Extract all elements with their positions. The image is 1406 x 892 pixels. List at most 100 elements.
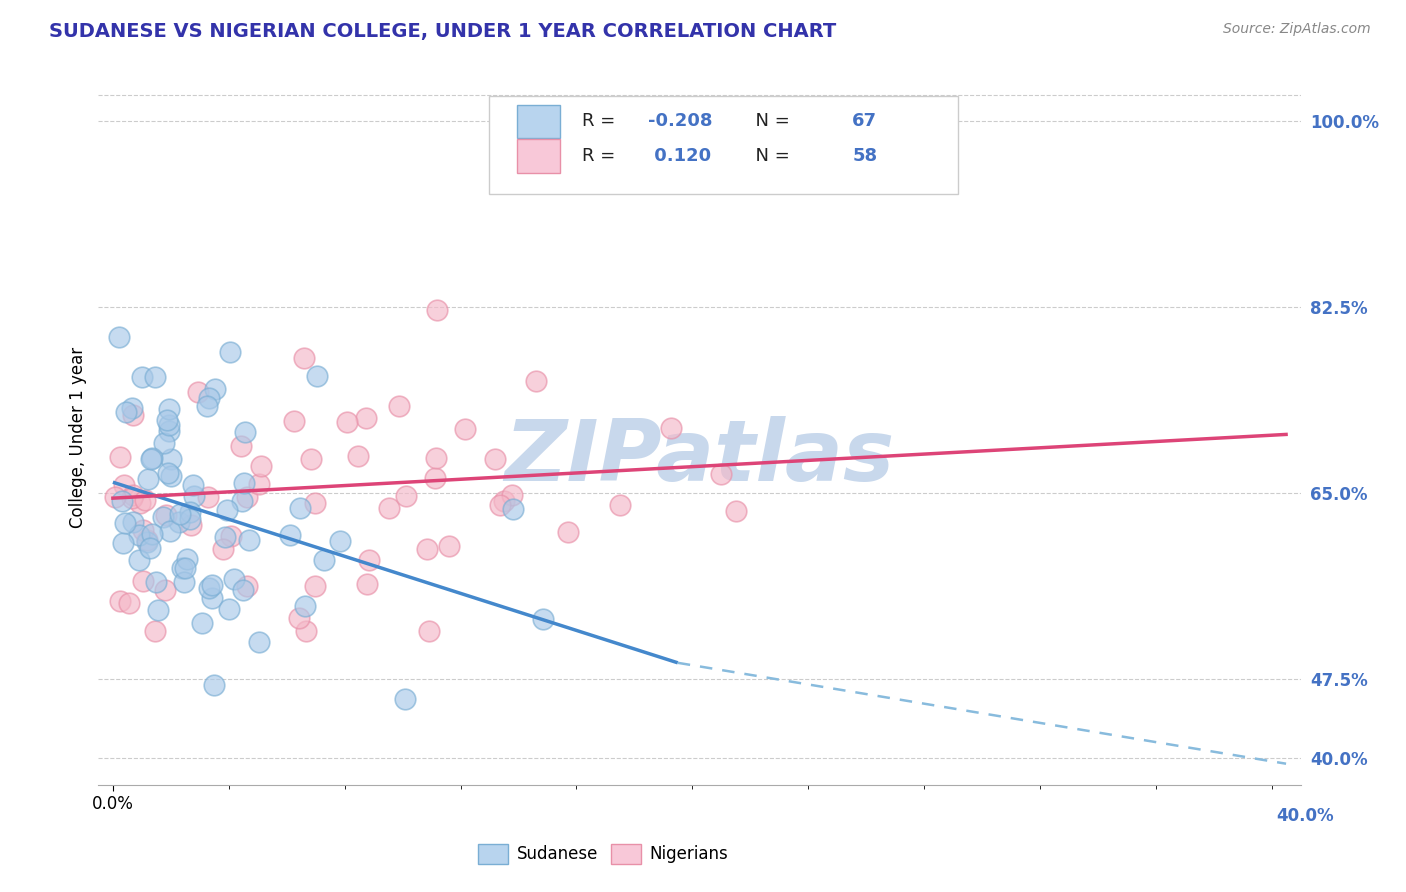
Point [202, 678, 225, 692]
Point [110, 450, 132, 464]
Point [218, 602, 240, 616]
Point [329, 534, 352, 549]
Point [304, 496, 326, 510]
Point [233, 425, 256, 439]
Point [710, 467, 733, 481]
Text: SUDANESE VS NIGERIAN COLLEGE, UNDER 1 YEAR CORRELATION CHART: SUDANESE VS NIGERIAN COLLEGE, UNDER 1 YE… [49, 22, 837, 41]
Point [304, 579, 326, 593]
Point [426, 302, 449, 317]
Point [173, 575, 195, 590]
Point [122, 488, 145, 502]
Point [145, 369, 167, 384]
Point [132, 524, 155, 538]
Text: 40.0%: 40.0% [1277, 807, 1333, 825]
Point [104, 490, 127, 504]
Point [659, 420, 682, 434]
Point [356, 577, 378, 591]
Point [122, 516, 145, 530]
Point [388, 400, 411, 414]
Point [129, 495, 152, 509]
Text: N =: N = [744, 147, 796, 165]
Point [724, 504, 747, 518]
Point [153, 436, 176, 450]
Point [131, 370, 153, 384]
Point [305, 369, 328, 384]
Point [139, 452, 162, 467]
Point [157, 424, 180, 438]
Point [156, 413, 179, 427]
Point [136, 533, 159, 547]
Point [222, 572, 245, 586]
Point [423, 471, 446, 485]
Point [148, 603, 170, 617]
Point [118, 596, 141, 610]
Point [357, 553, 380, 567]
Point [114, 478, 136, 492]
Legend: Sudanese, Nigerians: Sudanese, Nigerians [471, 837, 735, 871]
Point [280, 528, 302, 542]
Point [138, 541, 160, 556]
Point [191, 616, 214, 631]
Point [176, 552, 198, 566]
Point [219, 344, 242, 359]
Point [108, 594, 131, 608]
Point [238, 533, 260, 548]
Point [121, 491, 143, 505]
Point [108, 330, 131, 344]
Point [212, 541, 235, 556]
Point [484, 451, 506, 466]
Point [195, 399, 218, 413]
Text: 58: 58 [852, 147, 877, 165]
Bar [517, 139, 560, 173]
Text: Source: ZipAtlas.com: Source: ZipAtlas.com [1223, 22, 1371, 37]
Point [609, 498, 631, 512]
Point [121, 408, 143, 422]
Point [215, 503, 238, 517]
Point [111, 536, 134, 550]
Point [152, 509, 174, 524]
Point [180, 517, 202, 532]
Y-axis label: College, Under 1 year: College, Under 1 year [69, 346, 87, 528]
Point [231, 493, 253, 508]
Point [501, 487, 523, 501]
Point [179, 505, 201, 519]
Point [157, 402, 180, 417]
Point [394, 692, 416, 706]
Text: -0.208: -0.208 [648, 112, 713, 130]
Text: ZIPatlas: ZIPatlas [505, 417, 894, 500]
Point [232, 476, 254, 491]
Bar [517, 104, 560, 138]
Point [136, 472, 159, 486]
Point [299, 452, 322, 467]
Point [235, 490, 257, 504]
Point [128, 528, 150, 542]
Point [531, 612, 554, 626]
Point [187, 385, 209, 400]
Point [219, 529, 242, 543]
Point [336, 415, 359, 429]
Point [159, 524, 181, 539]
Point [169, 516, 191, 530]
Text: 0.120: 0.120 [648, 147, 711, 165]
Text: 67: 67 [852, 112, 877, 130]
Point [283, 414, 305, 428]
Point [160, 452, 183, 467]
Point [236, 579, 259, 593]
Point [454, 422, 477, 436]
Point [295, 624, 318, 638]
Point [294, 599, 316, 614]
Point [157, 418, 180, 433]
Point [143, 624, 166, 638]
Point [136, 534, 159, 549]
Point [169, 507, 191, 521]
Point [197, 391, 219, 405]
Point [128, 553, 150, 567]
Text: R =: R = [582, 147, 627, 165]
Point [247, 477, 270, 491]
Point [156, 466, 179, 480]
Point [354, 411, 377, 425]
Point [153, 583, 176, 598]
Point [347, 449, 370, 463]
Point [229, 439, 252, 453]
Point [247, 635, 270, 649]
